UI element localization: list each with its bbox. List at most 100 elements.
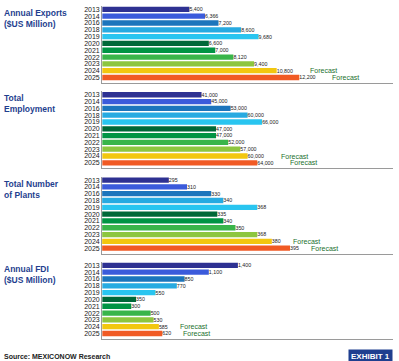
svg-text:2022: 2022 [84, 139, 100, 146]
svg-text:8,120: 8,120 [233, 54, 246, 60]
svg-text:47,000: 47,000 [216, 132, 232, 138]
svg-text:2025: 2025 [84, 74, 100, 81]
svg-text:2018: 2018 [84, 282, 100, 289]
svg-text:368: 368 [257, 204, 266, 210]
svg-text:Total Numberof Plants: Total Numberof Plants [4, 179, 59, 200]
svg-text:Forecast: Forecast [293, 238, 320, 245]
svg-text:2016: 2016 [84, 190, 100, 197]
svg-text:8,600: 8,600 [241, 27, 254, 33]
svg-text:1,400: 1,400 [238, 262, 251, 268]
svg-text:7,000: 7,000 [215, 47, 228, 53]
svg-text:2019: 2019 [84, 118, 100, 125]
svg-text:Annual Exports($US Million): Annual Exports($US Million) [4, 8, 67, 29]
svg-text:57,000: 57,000 [240, 146, 256, 152]
svg-text:330: 330 [211, 191, 220, 197]
svg-text:2016: 2016 [84, 105, 100, 112]
svg-text:350: 350 [136, 296, 145, 302]
svg-text:9,400: 9,400 [254, 61, 267, 67]
svg-text:2025: 2025 [84, 159, 100, 166]
svg-text:335: 335 [217, 211, 226, 217]
svg-text:350: 350 [235, 225, 244, 231]
svg-text:2016: 2016 [84, 19, 100, 26]
svg-text:2025: 2025 [84, 245, 100, 252]
svg-text:Forecast: Forecast [183, 330, 210, 337]
svg-text:770: 770 [177, 283, 186, 289]
svg-text:850: 850 [185, 276, 194, 282]
svg-text:585: 585 [159, 324, 168, 330]
svg-text:2019: 2019 [84, 289, 100, 296]
svg-text:53,000: 53,000 [231, 105, 247, 111]
svg-text:TotalEmployment: TotalEmployment [4, 93, 55, 114]
svg-text:2024: 2024 [84, 238, 100, 245]
svg-text:295: 295 [169, 177, 178, 183]
svg-text:12,200: 12,200 [299, 74, 315, 80]
svg-text:530: 530 [154, 317, 163, 323]
svg-text:340: 340 [223, 197, 232, 203]
svg-text:6,600: 6,600 [209, 40, 222, 46]
svg-text:380: 380 [272, 238, 281, 244]
svg-text:2014: 2014 [84, 269, 100, 276]
svg-text:10,800: 10,800 [277, 68, 293, 74]
svg-text:2013: 2013 [84, 91, 100, 98]
svg-text:2021: 2021 [84, 217, 100, 224]
svg-text:5,400: 5,400 [189, 6, 202, 12]
svg-text:2016: 2016 [84, 275, 100, 282]
svg-text:620: 620 [162, 330, 171, 336]
svg-text:2022: 2022 [84, 54, 100, 61]
svg-text:2023: 2023 [84, 231, 100, 238]
svg-text:2023: 2023 [84, 146, 100, 153]
svg-text:2024: 2024 [84, 323, 100, 330]
svg-text:2013: 2013 [84, 177, 100, 184]
svg-text:47,000: 47,000 [216, 126, 232, 132]
svg-text:2024: 2024 [84, 152, 100, 159]
svg-text:2014: 2014 [84, 183, 100, 190]
svg-text:500: 500 [151, 310, 160, 316]
svg-text:41,000: 41,000 [202, 92, 218, 98]
svg-text:2014: 2014 [84, 13, 100, 20]
svg-text:Forecast: Forecast [290, 159, 317, 166]
svg-text:2013: 2013 [84, 262, 100, 269]
svg-text:300: 300 [131, 303, 140, 309]
svg-text:2019: 2019 [84, 204, 100, 211]
svg-text:2014: 2014 [84, 98, 100, 105]
svg-text:550: 550 [156, 290, 165, 296]
svg-text:45,000: 45,000 [211, 98, 227, 104]
svg-text:9,680: 9,680 [259, 34, 272, 40]
svg-text:64,000: 64,000 [257, 160, 273, 166]
svg-text:395: 395 [290, 245, 299, 251]
svg-text:2020: 2020 [84, 125, 100, 132]
svg-text:368: 368 [257, 231, 266, 237]
svg-text:EXHIBIT 1: EXHIBIT 1 [351, 352, 390, 361]
svg-text:1,100: 1,100 [209, 269, 222, 275]
svg-text:2022: 2022 [84, 224, 100, 231]
svg-text:2013: 2013 [84, 6, 100, 13]
svg-text:6,366: 6,366 [205, 13, 218, 19]
svg-text:310: 310 [187, 184, 196, 190]
svg-text:2024: 2024 [84, 67, 100, 74]
svg-text:52,000: 52,000 [228, 139, 244, 145]
svg-text:2020: 2020 [84, 211, 100, 218]
svg-text:2020: 2020 [84, 296, 100, 303]
svg-text:2018: 2018 [84, 197, 100, 204]
svg-text:60,000: 60,000 [248, 112, 264, 118]
svg-text:2021: 2021 [84, 303, 100, 310]
svg-text:2018: 2018 [84, 112, 100, 119]
svg-text:2021: 2021 [84, 47, 100, 54]
svg-text:60,000: 60,000 [248, 153, 264, 159]
svg-text:2021: 2021 [84, 132, 100, 139]
svg-text:66,000: 66,000 [262, 119, 278, 125]
svg-text:2019: 2019 [84, 33, 100, 40]
svg-text:Forecast: Forecast [332, 74, 359, 81]
svg-text:2018: 2018 [84, 26, 100, 33]
svg-text:Forecast: Forecast [180, 323, 207, 330]
svg-text:Source: MEXICONOW Research: Source: MEXICONOW Research [4, 353, 110, 360]
svg-text:Forecast: Forecast [310, 67, 337, 74]
svg-text:2022: 2022 [84, 310, 100, 317]
svg-text:Forecast: Forecast [281, 153, 308, 160]
svg-text:7,200: 7,200 [219, 20, 232, 26]
svg-text:2023: 2023 [84, 60, 100, 67]
svg-text:Forecast: Forecast [311, 245, 338, 252]
svg-text:2025: 2025 [84, 330, 100, 337]
svg-text:2020: 2020 [84, 40, 100, 47]
svg-text:Annual FDI($US Million): Annual FDI($US Million) [4, 264, 56, 285]
